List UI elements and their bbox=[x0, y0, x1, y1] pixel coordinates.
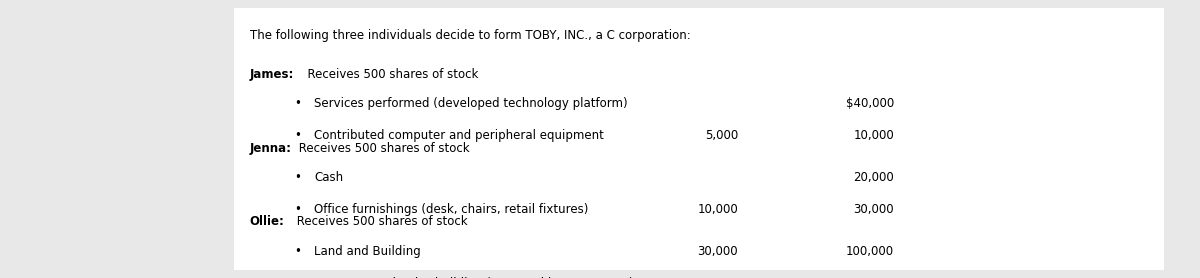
Text: 60,000: 60,000 bbox=[697, 277, 738, 278]
Text: 30,000: 30,000 bbox=[697, 245, 738, 258]
Text: •: • bbox=[294, 203, 301, 216]
Text: Office furnishings (desk, chairs, retail fixtures): Office furnishings (desk, chairs, retail… bbox=[314, 203, 589, 216]
Text: $40,000: $40,000 bbox=[846, 97, 894, 110]
Text: Receives 500 shares of stock: Receives 500 shares of stock bbox=[300, 68, 479, 81]
Text: Services performed (developed technology platform): Services performed (developed technology… bbox=[314, 97, 628, 110]
Text: •: • bbox=[294, 245, 301, 258]
Text: Jenna:: Jenna: bbox=[250, 142, 292, 155]
Text: •: • bbox=[294, 277, 301, 278]
Text: •: • bbox=[294, 129, 301, 142]
Text: Mortgage on land & building (assumed by TOBY, INC.): Mortgage on land & building (assumed by … bbox=[314, 277, 634, 278]
FancyBboxPatch shape bbox=[234, 8, 1164, 270]
Text: Cash: Cash bbox=[314, 171, 343, 184]
Text: Receives 500 shares of stock: Receives 500 shares of stock bbox=[293, 215, 468, 229]
Text: 20,000: 20,000 bbox=[853, 171, 894, 184]
Text: 30,000: 30,000 bbox=[853, 203, 894, 216]
Text: Contributed computer and peripheral equipment: Contributed computer and peripheral equi… bbox=[314, 129, 605, 142]
Text: 5,000: 5,000 bbox=[704, 129, 738, 142]
Text: •: • bbox=[294, 171, 301, 184]
Text: 10,000: 10,000 bbox=[697, 203, 738, 216]
Text: 10,000: 10,000 bbox=[853, 129, 894, 142]
Text: •: • bbox=[294, 97, 301, 110]
Text: The following three individuals decide to form TOBY, INC., a C corporation:: The following three individuals decide t… bbox=[250, 29, 690, 42]
Text: Ollie:: Ollie: bbox=[250, 215, 284, 229]
Text: James:: James: bbox=[250, 68, 294, 81]
Text: Receives 500 shares of stock: Receives 500 shares of stock bbox=[295, 142, 470, 155]
Text: 100,000: 100,000 bbox=[846, 245, 894, 258]
Text: Land and Building: Land and Building bbox=[314, 245, 421, 258]
